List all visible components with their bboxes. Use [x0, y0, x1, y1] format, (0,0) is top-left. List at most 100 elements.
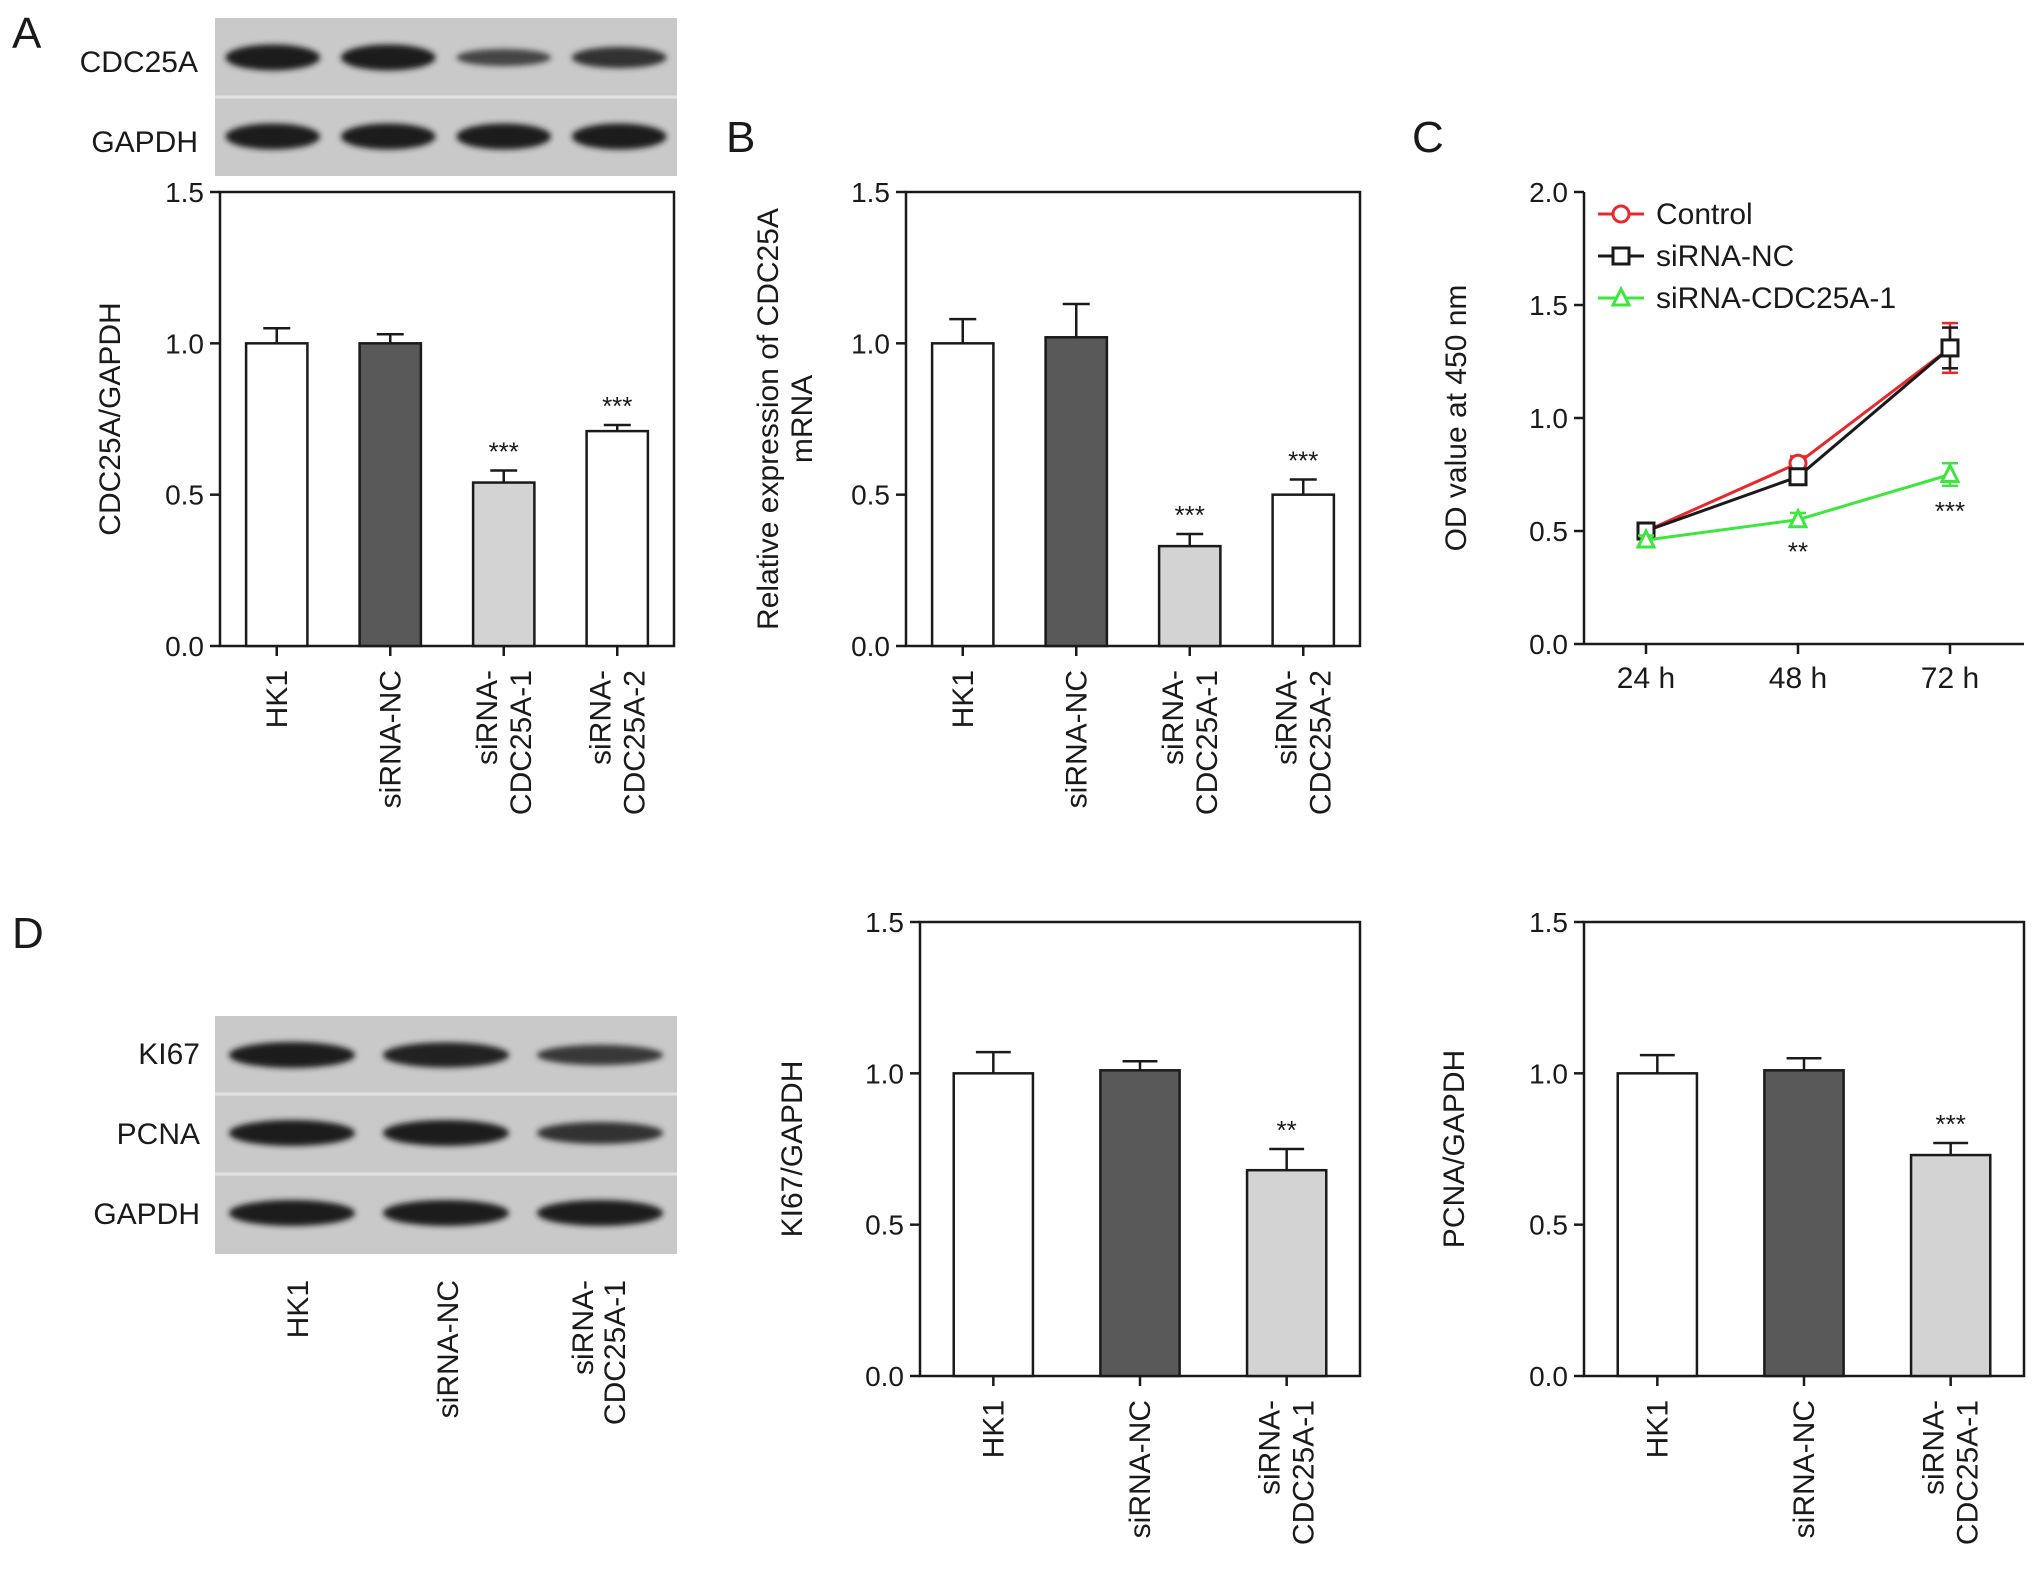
chart-c-line-sirna-nc [1645, 346, 1951, 533]
chart-b-ytick-label: 1.0 [851, 328, 890, 359]
chart-c-legend-marker-control [1611, 204, 1631, 224]
blot-d-band-r3-l1 [228, 1200, 356, 1226]
blot-d-band-r2-l2 [382, 1120, 510, 1146]
chart-d1-ylabel: KI67/GAPDH [776, 1061, 809, 1238]
chart-a-ytick-label: 0.5 [165, 480, 204, 511]
chart-c-series-sirna-nc [1636, 326, 1960, 541]
chart-b-bar-sirna-nc [1044, 336, 1109, 648]
chart-d1-significance-sirna-cdc25a-1: ** [1277, 1115, 1297, 1145]
chart-c-significance-48-h: ** [1788, 536, 1808, 566]
chart-c-ylabel: OD value at 450 nm [1440, 285, 1473, 552]
blot-d-label-ki67: KI67 [138, 1038, 200, 1071]
blot-d-band-r2-l3 [536, 1122, 664, 1144]
chart-a-frame [218, 190, 676, 648]
chart-a-ylabel: CDC25A/GAPDH [94, 302, 127, 535]
blot-d-label-pcna: PCNA [117, 1118, 200, 1151]
blot-d-lane-hk1: HK1 [282, 1280, 315, 1338]
chart-d2-bar-hk1 [1616, 1072, 1699, 1378]
blot-a-band-r1-l2 [340, 44, 436, 71]
chart-b-bar-sirna-cdc25a-1 [1157, 544, 1222, 648]
chart-d1-ytick-label: 1.0 [865, 1058, 904, 1089]
chart-d1-ytick-label: 0.5 [865, 1210, 904, 1241]
chart-c-point-sirna-nc [1940, 338, 1960, 358]
chart-c-line-control [1645, 346, 1951, 533]
chart-d-ki67: 0.0 0.5 1.0 1.5 KI67/GAPDH HK1 siRNA-NC ** siRNA… [776, 907, 1362, 1545]
chart-c-point-sirna-cdc25a-1 [1787, 507, 1809, 529]
chart-c-point-sirna-cdc25a-1 [1635, 527, 1657, 549]
chart-d2-bar-sirna-cdc25a-1 [1909, 1153, 1992, 1378]
chart-c-ytick-label: 1.5 [1529, 290, 1568, 321]
chart-d2-ytick-label: 1.0 [1529, 1058, 1568, 1089]
chart-c-xtick-label-72-h: 72 h [1921, 662, 1979, 695]
chart-d2-bar-sirna-nc [1763, 1069, 1845, 1378]
chart-d2-ytick-label: 1.5 [1529, 907, 1568, 938]
chart-c-ytick-label: 1.0 [1529, 403, 1568, 434]
chart-d-pcna: 0.0 0.5 1.0 1.5 PCNA/GAPDH HK1 siRNA-NC *** siRN… [1438, 907, 2026, 1545]
chart-c-xtick-label-48-h: 48 h [1769, 662, 1827, 695]
blot-a: CDC25A GAPDH [80, 18, 677, 176]
chart-b-ytick-label: 0.0 [851, 631, 890, 662]
chart-c-legend-label-sirna-nc: siRNA-NC [1656, 240, 1794, 273]
chart-a-bar-sirna-cdc25a-1 [471, 481, 536, 648]
chart-d2-xlabel-sirna-cdc25a-1-line2: CDC25A-1 [1952, 1400, 1985, 1545]
blot-d-band-r3-l3 [536, 1200, 664, 1226]
blot-d-band-r2-l1 [228, 1120, 356, 1146]
chart-b-significance-sirna-cdc25a-2: *** [1288, 446, 1318, 476]
chart-d2-ytick-label: 0.0 [1529, 1361, 1568, 1392]
chart-c-point-sirna-cdc25a-1 [1939, 462, 1961, 483]
panel-label-b: B [726, 113, 755, 162]
chart-c-legend-label-control: Control [1656, 198, 1753, 231]
chart-d2-significance-sirna-cdc25a-1: *** [1935, 1109, 1965, 1139]
chart-c-cck8-proliferation: 0.0 0.5 1.0 1.5 2.0 OD value at 450 nm 24 h 48 … [1440, 177, 2024, 695]
chart-a-xlabel-hk1: HK1 [261, 670, 294, 728]
chart-a-bar-sirna-cdc25a-2 [585, 429, 650, 648]
chart-d2-xlabel-hk1: HK1 [1641, 1400, 1674, 1458]
chart-d1-xlabel-sirna-nc: siRNA-NC [1124, 1400, 1157, 1538]
blot-d-lane-sirna-cdc25a-1: siRNA- CDC25A-1 [567, 1280, 632, 1425]
chart-a-bar-sirna-nc [358, 342, 423, 648]
chart-b-significance-sirna-cdc25a-1: *** [1175, 500, 1205, 530]
chart-d2-xlabel-sirna-cdc25a-1-line1: siRNA- [1918, 1400, 1951, 1495]
chart-a-xlabel-sirna-cdc25a-2-line1: siRNA- [584, 670, 617, 765]
chart-d1-bar-sirna-nc [1099, 1069, 1181, 1378]
chart-c-series-control [1636, 321, 1960, 541]
chart-d1-xlabel-hk1: HK1 [977, 1400, 1010, 1458]
chart-a-xlabel-sirna-cdc25a-1-line2: CDC25A-1 [505, 670, 538, 815]
blot-d-label-gapdh: GAPDH [93, 1198, 200, 1231]
chart-d1-bar-hk1 [952, 1072, 1035, 1378]
blot-d-lane-sirna-nc: siRNA-NC [432, 1280, 465, 1418]
chart-b-xlabel-sirna-cdc25a-2-line1: siRNA- [1270, 670, 1303, 765]
chart-a-xlabel-sirna-nc: siRNA-NC [374, 670, 407, 808]
chart-d1-xlabel-sirna-cdc25a-1-line2: CDC25A-1 [1288, 1400, 1321, 1545]
chart-b-ylabel: Relative expression of CDC25A [752, 208, 785, 630]
blot-d: KI67 PCNA GAPDH HK1 siRNA-NC siRNA- CDC2… [93, 1016, 677, 1425]
chart-d2-ylabel: PCNA/GAPDH [1438, 1050, 1471, 1248]
chart-c-legend-label-sirna-cdc25a-1: siRNA-CDC25A-1 [1656, 282, 1896, 315]
chart-c-ytick-label: 2.0 [1529, 177, 1568, 208]
chart-a-ytick-label: 1.0 [165, 328, 204, 359]
chart-b-ylabel-line2: mRNA [786, 375, 819, 463]
chart-b-frame [904, 190, 1362, 648]
blot-d-band-r1-l2 [382, 1042, 510, 1068]
chart-c-significance-72-h: *** [1935, 496, 1965, 526]
blot-a-band-r2-l2 [340, 123, 436, 150]
chart-a-cdc25a-protein: 0.0 0.5 1.0 1.5 CDC25A/GAPDH HK1 siRNA-NC *** si… [94, 177, 676, 815]
blot-d-band-r1-l3 [536, 1044, 664, 1066]
blot-a-label-cdc25a: CDC25A [80, 46, 198, 79]
blot-a-band-r1-l1 [225, 44, 321, 71]
chart-b-xlabel-hk1: HK1 [947, 670, 980, 728]
chart-d1-bar-sirna-cdc25a-1 [1245, 1168, 1328, 1378]
blot-d-band-r3-l2 [382, 1200, 510, 1226]
blot-a-band-r2-l3 [456, 123, 552, 150]
chart-b-xlabel-sirna-cdc25a-1-line1: siRNA- [1157, 670, 1190, 765]
chart-c-xtick-label-24-h: 24 h [1617, 662, 1675, 695]
chart-b-bar-sirna-cdc25a-2 [1271, 493, 1336, 648]
chart-c-ytick-label: 0.5 [1529, 516, 1568, 547]
panel-label-c: C [1412, 113, 1444, 162]
chart-b-xlabel-sirna-cdc25a-2-line2: CDC25A-2 [1304, 670, 1337, 815]
chart-b-xlabel-sirna-cdc25a-1-line2: CDC25A-1 [1191, 670, 1224, 815]
chart-d1-ytick-label: 0.0 [865, 1361, 904, 1392]
blot-a-label-gapdh: GAPDH [91, 126, 198, 159]
chart-b-ytick-label: 0.5 [851, 480, 890, 511]
chart-a-ytick-label: 1.5 [165, 177, 204, 208]
